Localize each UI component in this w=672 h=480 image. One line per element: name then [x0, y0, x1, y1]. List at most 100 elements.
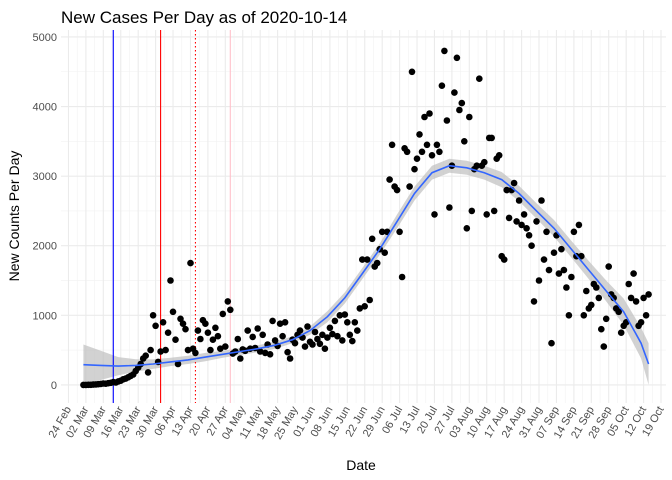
y-tick-label: 5000	[33, 32, 57, 44]
data-point	[558, 245, 565, 253]
data-point	[568, 273, 575, 281]
major-gridlines	[61, 30, 666, 403]
data-point	[483, 211, 491, 218]
plot-panel	[61, 30, 666, 403]
data-point	[284, 348, 291, 356]
smooth-trend-line	[83, 164, 650, 367]
data-point	[359, 256, 366, 263]
data-point	[461, 138, 468, 145]
data-point	[319, 331, 326, 339]
data-point	[617, 329, 625, 337]
y-tick-label: 0	[51, 380, 57, 392]
data-point	[540, 256, 548, 263]
data-point	[615, 308, 622, 316]
data-point	[381, 249, 389, 256]
data-point	[418, 148, 426, 156]
data-point	[518, 221, 525, 229]
data-point	[600, 343, 608, 350]
data-point	[495, 152, 503, 159]
data-point	[269, 317, 276, 325]
data-point	[254, 325, 261, 332]
data-point	[237, 355, 244, 362]
data-point	[476, 75, 483, 82]
data-point	[212, 324, 219, 332]
data-point	[598, 325, 605, 333]
data-point	[219, 310, 227, 318]
data-point	[341, 311, 349, 318]
data-point	[505, 214, 513, 222]
data-point	[164, 329, 172, 337]
data-point	[207, 346, 214, 354]
data-point	[144, 369, 152, 376]
data-point	[336, 312, 344, 319]
data-point	[528, 242, 535, 249]
data-point	[279, 332, 286, 340]
data-point	[548, 339, 555, 347]
data-point	[179, 320, 187, 328]
data-point	[398, 273, 406, 281]
data-point	[456, 106, 463, 114]
data-point	[637, 319, 645, 326]
data-point	[481, 158, 488, 166]
data-point	[416, 131, 423, 138]
data-point	[565, 312, 573, 319]
data-point	[386, 176, 393, 183]
data-point	[588, 301, 595, 309]
y-tick-label: 2000	[33, 241, 57, 253]
data-point	[473, 162, 481, 169]
data-point	[324, 334, 331, 341]
data-point	[645, 291, 652, 298]
data-point	[403, 148, 411, 156]
data-point	[500, 256, 508, 263]
data-point	[224, 298, 232, 305]
smooth-confidence-band	[83, 158, 649, 385]
data-point	[443, 117, 451, 124]
data-point	[642, 312, 650, 319]
data-point	[192, 349, 199, 357]
data-point	[244, 327, 251, 334]
data-point	[373, 259, 381, 267]
data-point	[286, 355, 294, 362]
data-point	[388, 141, 396, 149]
data-point	[339, 337, 346, 344]
data-point	[363, 256, 371, 263]
data-point	[276, 320, 284, 328]
y-axis-title: New Counts Per Day	[6, 151, 22, 282]
data-point	[344, 319, 351, 326]
data-point	[311, 328, 319, 336]
data-point	[453, 54, 461, 62]
data-point	[433, 141, 441, 149]
data-point	[194, 327, 202, 334]
data-point	[510, 179, 518, 187]
reference-lines	[112, 30, 231, 403]
data-point	[426, 110, 433, 117]
data-point	[256, 348, 264, 355]
data-point	[533, 218, 540, 225]
data-point	[266, 351, 274, 358]
y-axis-ticks: 0 1000 2000 3000 4000 5000	[33, 32, 57, 392]
data-point	[331, 317, 339, 325]
data-point	[488, 134, 496, 142]
data-point	[227, 306, 234, 314]
data-point	[525, 232, 533, 239]
data-point	[182, 325, 189, 333]
data-point	[184, 346, 192, 354]
data-point	[538, 197, 545, 204]
data-point	[301, 343, 309, 350]
data-point	[421, 113, 428, 121]
data-point	[563, 284, 570, 291]
chart-title: New Cases Per Day as of 2020-10-14	[61, 8, 347, 27]
data-point	[316, 340, 324, 348]
data-point	[458, 99, 466, 107]
y-tick-label: 3000	[33, 171, 57, 183]
data-point	[575, 221, 583, 229]
data-point	[167, 277, 174, 284]
data-point	[366, 296, 374, 304]
data-point	[209, 336, 217, 344]
data-point	[351, 319, 359, 326]
data-point	[406, 183, 413, 190]
data-point	[530, 298, 538, 305]
data-point	[149, 312, 157, 319]
